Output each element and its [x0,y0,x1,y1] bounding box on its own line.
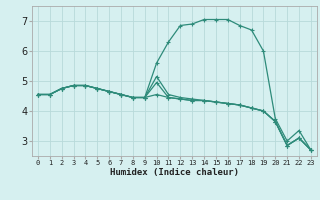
X-axis label: Humidex (Indice chaleur): Humidex (Indice chaleur) [110,168,239,177]
